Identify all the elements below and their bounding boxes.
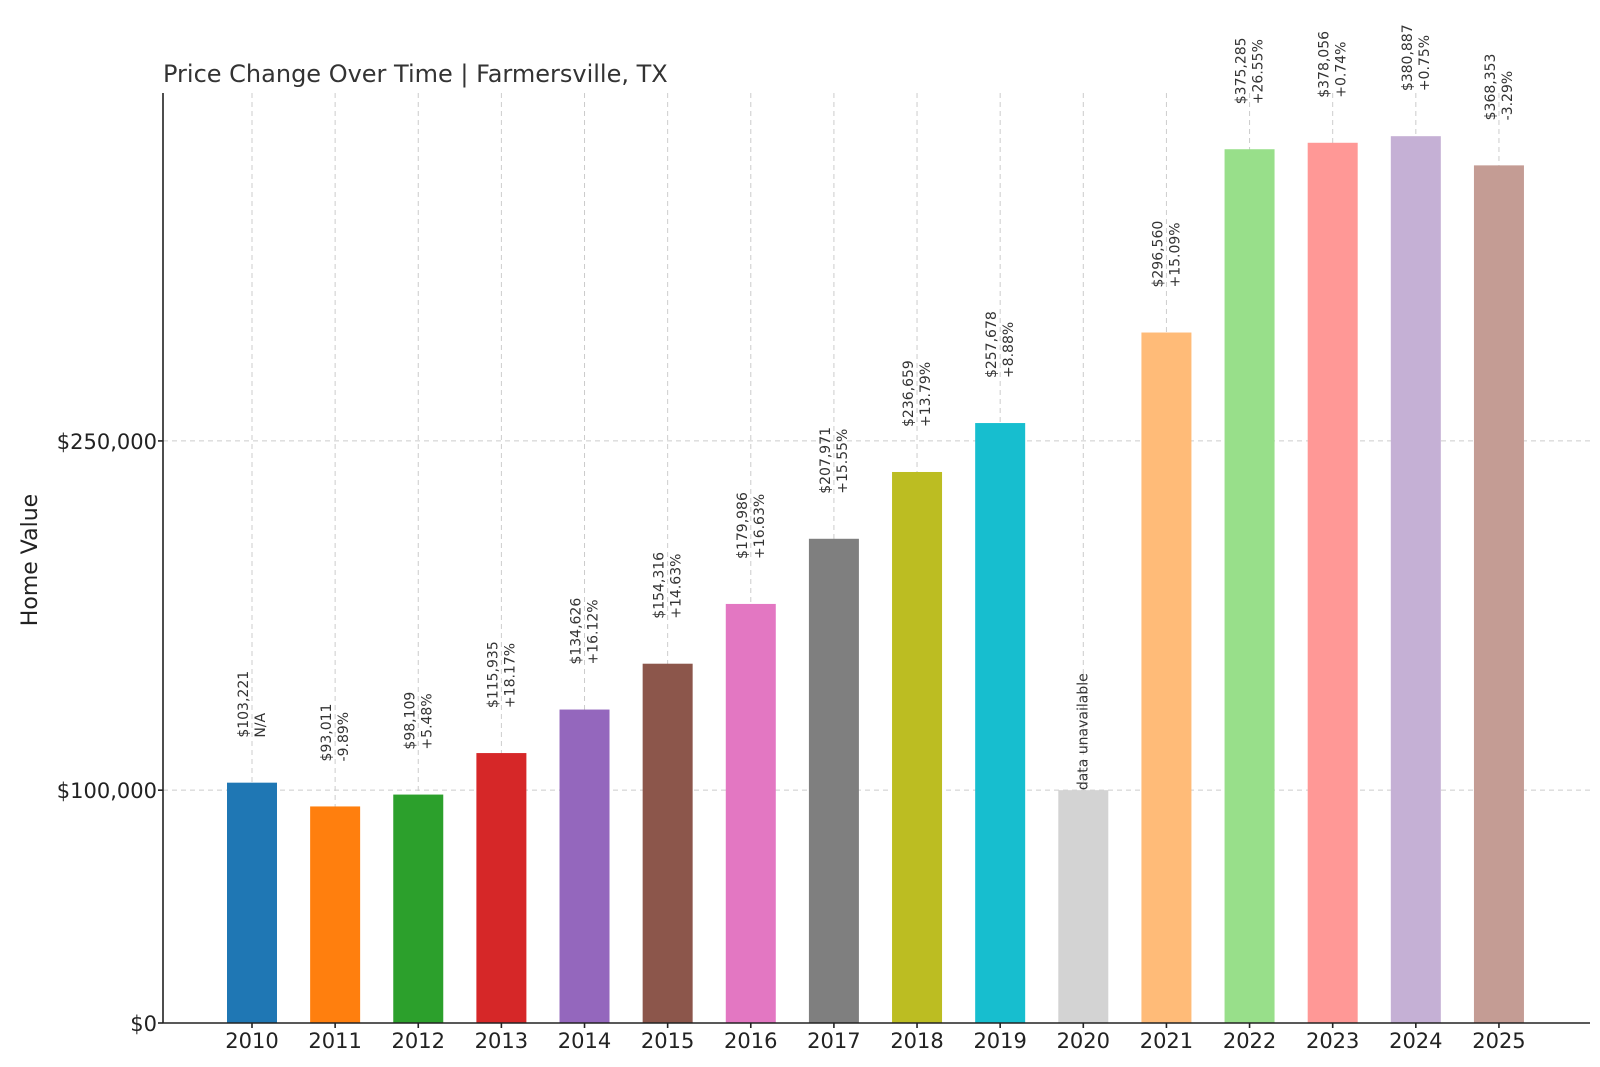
value-label-amount: $115,935	[485, 641, 501, 708]
value-label-change: +16.63%	[752, 494, 768, 559]
value-label: $179,986+16.63%	[735, 492, 768, 559]
value-label-change: +5.48%	[419, 693, 435, 749]
bar-2020	[1058, 790, 1109, 1023]
bar-2014	[559, 709, 610, 1023]
x-tick-label: 2021	[1140, 1029, 1193, 1053]
x-tick-label: 2015	[641, 1029, 694, 1053]
chart-title: Price Change Over Time | Farmersville, T…	[163, 60, 668, 88]
value-label-change: +0.75%	[1417, 35, 1433, 91]
value-label: $380,887+0.75%	[1400, 24, 1433, 91]
value-label-amount: $236,659	[901, 360, 917, 427]
x-tick-label: 2020	[1057, 1029, 1110, 1053]
value-label-change: N/A	[253, 712, 269, 737]
x-tick-label: 2024	[1389, 1029, 1442, 1053]
value-label-change: +8.88%	[1001, 322, 1017, 378]
missing-data-label: data unavailable	[1075, 673, 1091, 790]
value-label-amount: $378,056	[1317, 31, 1333, 98]
grid-layer	[163, 93, 1590, 1023]
bar-2019	[975, 423, 1026, 1023]
value-label: $154,316+14.63%	[652, 552, 685, 619]
value-label-change: +15.09%	[1167, 222, 1183, 287]
value-label-amount: $98,109	[402, 692, 418, 750]
value-label-amount: $207,971	[818, 427, 834, 494]
bar-2016	[725, 603, 776, 1023]
value-label: $93,011-9.89%	[319, 704, 352, 762]
x-tick-label: 2017	[807, 1029, 860, 1053]
value-label: $103,221N/A	[236, 671, 269, 738]
bar-2015	[642, 663, 693, 1023]
bar-2013	[476, 753, 527, 1023]
value-label: $98,109+5.48%	[402, 692, 435, 750]
value-label-amount: $380,887	[1400, 24, 1416, 91]
value-label-amount: $154,316	[652, 552, 668, 619]
value-label: $207,971+15.55%	[818, 427, 851, 494]
bar-2021	[1141, 332, 1192, 1023]
bar-2011	[310, 806, 361, 1023]
value-label: $257,678+8.88%	[984, 311, 1017, 378]
value-label-change: +26.55%	[1251, 39, 1267, 104]
value-label-change: +0.74%	[1334, 42, 1350, 98]
value-label-amount: $179,986	[735, 492, 751, 559]
value-label: $115,935+18.17%	[485, 641, 518, 708]
value-label-amount: $93,011	[319, 704, 335, 762]
value-label-change: +16.12%	[586, 599, 602, 664]
x-tick-label: 2010	[225, 1029, 278, 1053]
x-tick-label: 2012	[392, 1029, 445, 1053]
axis-layer: $0 $100,000 $250,000 2010 2011 2012 2013 2014 20…	[57, 93, 1590, 1053]
bar-2012	[393, 794, 444, 1023]
x-tick-label: 2018	[890, 1029, 943, 1053]
bar-2024	[1390, 136, 1441, 1024]
y-tick-label: $0	[130, 1012, 157, 1036]
x-tick-label: 2023	[1306, 1029, 1359, 1053]
y-tick-label: $250,000	[57, 430, 157, 454]
value-label: $296,560+15.09%	[1150, 221, 1183, 288]
value-label-change: +18.17%	[502, 643, 518, 708]
value-label-amount: $296,560	[1150, 221, 1166, 288]
x-tick-label: 2016	[724, 1029, 777, 1053]
value-label-amount: $368,353	[1483, 54, 1499, 121]
value-label-change: +13.79%	[918, 362, 934, 427]
value-label-amount: $375,285	[1234, 37, 1250, 104]
label-layer: $103,221N/A $93,011-9.89% $98,109+5.48% $11…	[236, 24, 1516, 790]
x-tick-label: 2025	[1472, 1029, 1525, 1053]
y-axis-label: Home Value	[18, 494, 43, 626]
bar-2023	[1307, 142, 1358, 1023]
bar-2022	[1224, 149, 1275, 1023]
value-label-amount: $134,626	[569, 598, 585, 665]
x-tick-label: 2014	[558, 1029, 611, 1053]
x-tick-label: 2022	[1223, 1029, 1276, 1053]
y-tick-label: $100,000	[57, 779, 157, 803]
x-tick-label: 2019	[973, 1029, 1026, 1053]
value-label: $378,056+0.74%	[1317, 31, 1350, 98]
bar-2025	[1473, 165, 1524, 1023]
value-label-amount: $103,221	[236, 671, 252, 738]
bar-2018	[892, 471, 943, 1024]
value-label: $236,659+13.79%	[901, 360, 934, 427]
x-tick-label: 2011	[308, 1029, 361, 1053]
value-label-change: +14.63%	[669, 554, 685, 619]
value-label: $375,285+26.55%	[1234, 37, 1267, 104]
value-label-change: -9.89%	[336, 712, 352, 762]
bar-2010	[227, 782, 277, 1023]
value-label-change: +15.55%	[835, 429, 851, 494]
x-tick-label: 2013	[475, 1029, 528, 1053]
value-label: $134,626+16.12%	[569, 598, 602, 665]
value-label-change: -3.29%	[1500, 71, 1516, 121]
value-label: $368,353-3.29%	[1483, 54, 1516, 121]
value-label-amount: $257,678	[984, 311, 1000, 378]
bar-layer	[227, 136, 1524, 1024]
bar-2017	[808, 538, 859, 1023]
